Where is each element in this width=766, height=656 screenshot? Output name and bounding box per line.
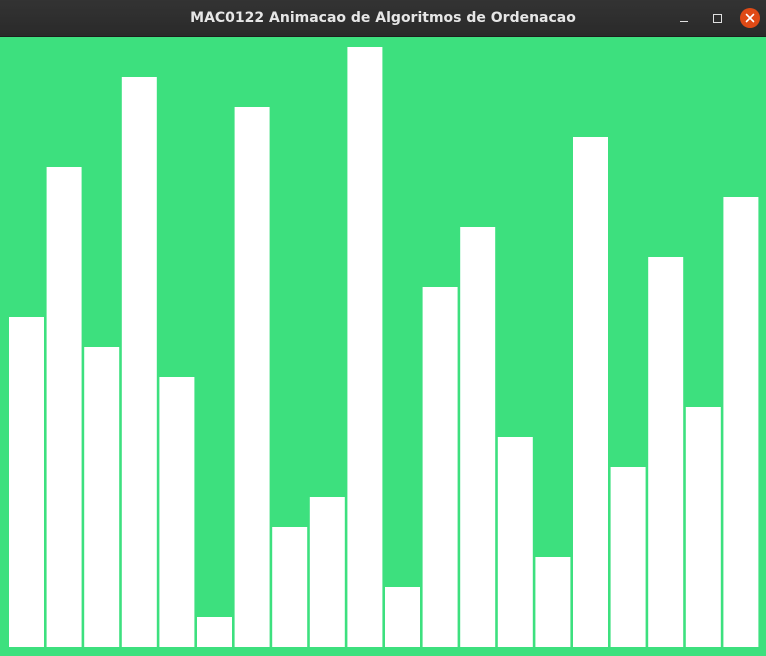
bar-2 [46, 167, 82, 647]
minimize-icon [680, 20, 688, 22]
bar-8 [272, 527, 308, 647]
bar-19 [685, 407, 721, 647]
maximize-button[interactable] [707, 8, 727, 28]
bar-4 [121, 77, 157, 647]
bar-17 [610, 467, 646, 647]
sorting-canvas [0, 37, 766, 656]
bar-chart [9, 47, 759, 647]
bar-10 [347, 47, 383, 647]
bar-16 [573, 137, 608, 647]
window-title: MAC0122 Animacao de Algoritmos de Ordena… [190, 10, 576, 26]
bar-11 [385, 587, 420, 647]
minimize-button[interactable] [674, 8, 694, 28]
bar-18 [648, 257, 684, 647]
bar-13 [460, 227, 496, 647]
close-icon [745, 13, 755, 23]
bar-12 [422, 287, 458, 647]
bar-1 [9, 317, 44, 647]
bar-3 [84, 347, 120, 647]
title-bar[interactable]: MAC0122 Animacao de Algoritmos de Ordena… [0, 0, 766, 37]
bar-20 [723, 197, 759, 647]
bar-9 [309, 497, 345, 647]
bar-6 [197, 617, 232, 647]
bar-15 [535, 557, 571, 647]
close-button[interactable] [740, 8, 760, 28]
bar-14 [497, 437, 533, 647]
bar-5 [159, 377, 195, 647]
bar-7 [234, 107, 270, 647]
maximize-icon [712, 13, 722, 23]
